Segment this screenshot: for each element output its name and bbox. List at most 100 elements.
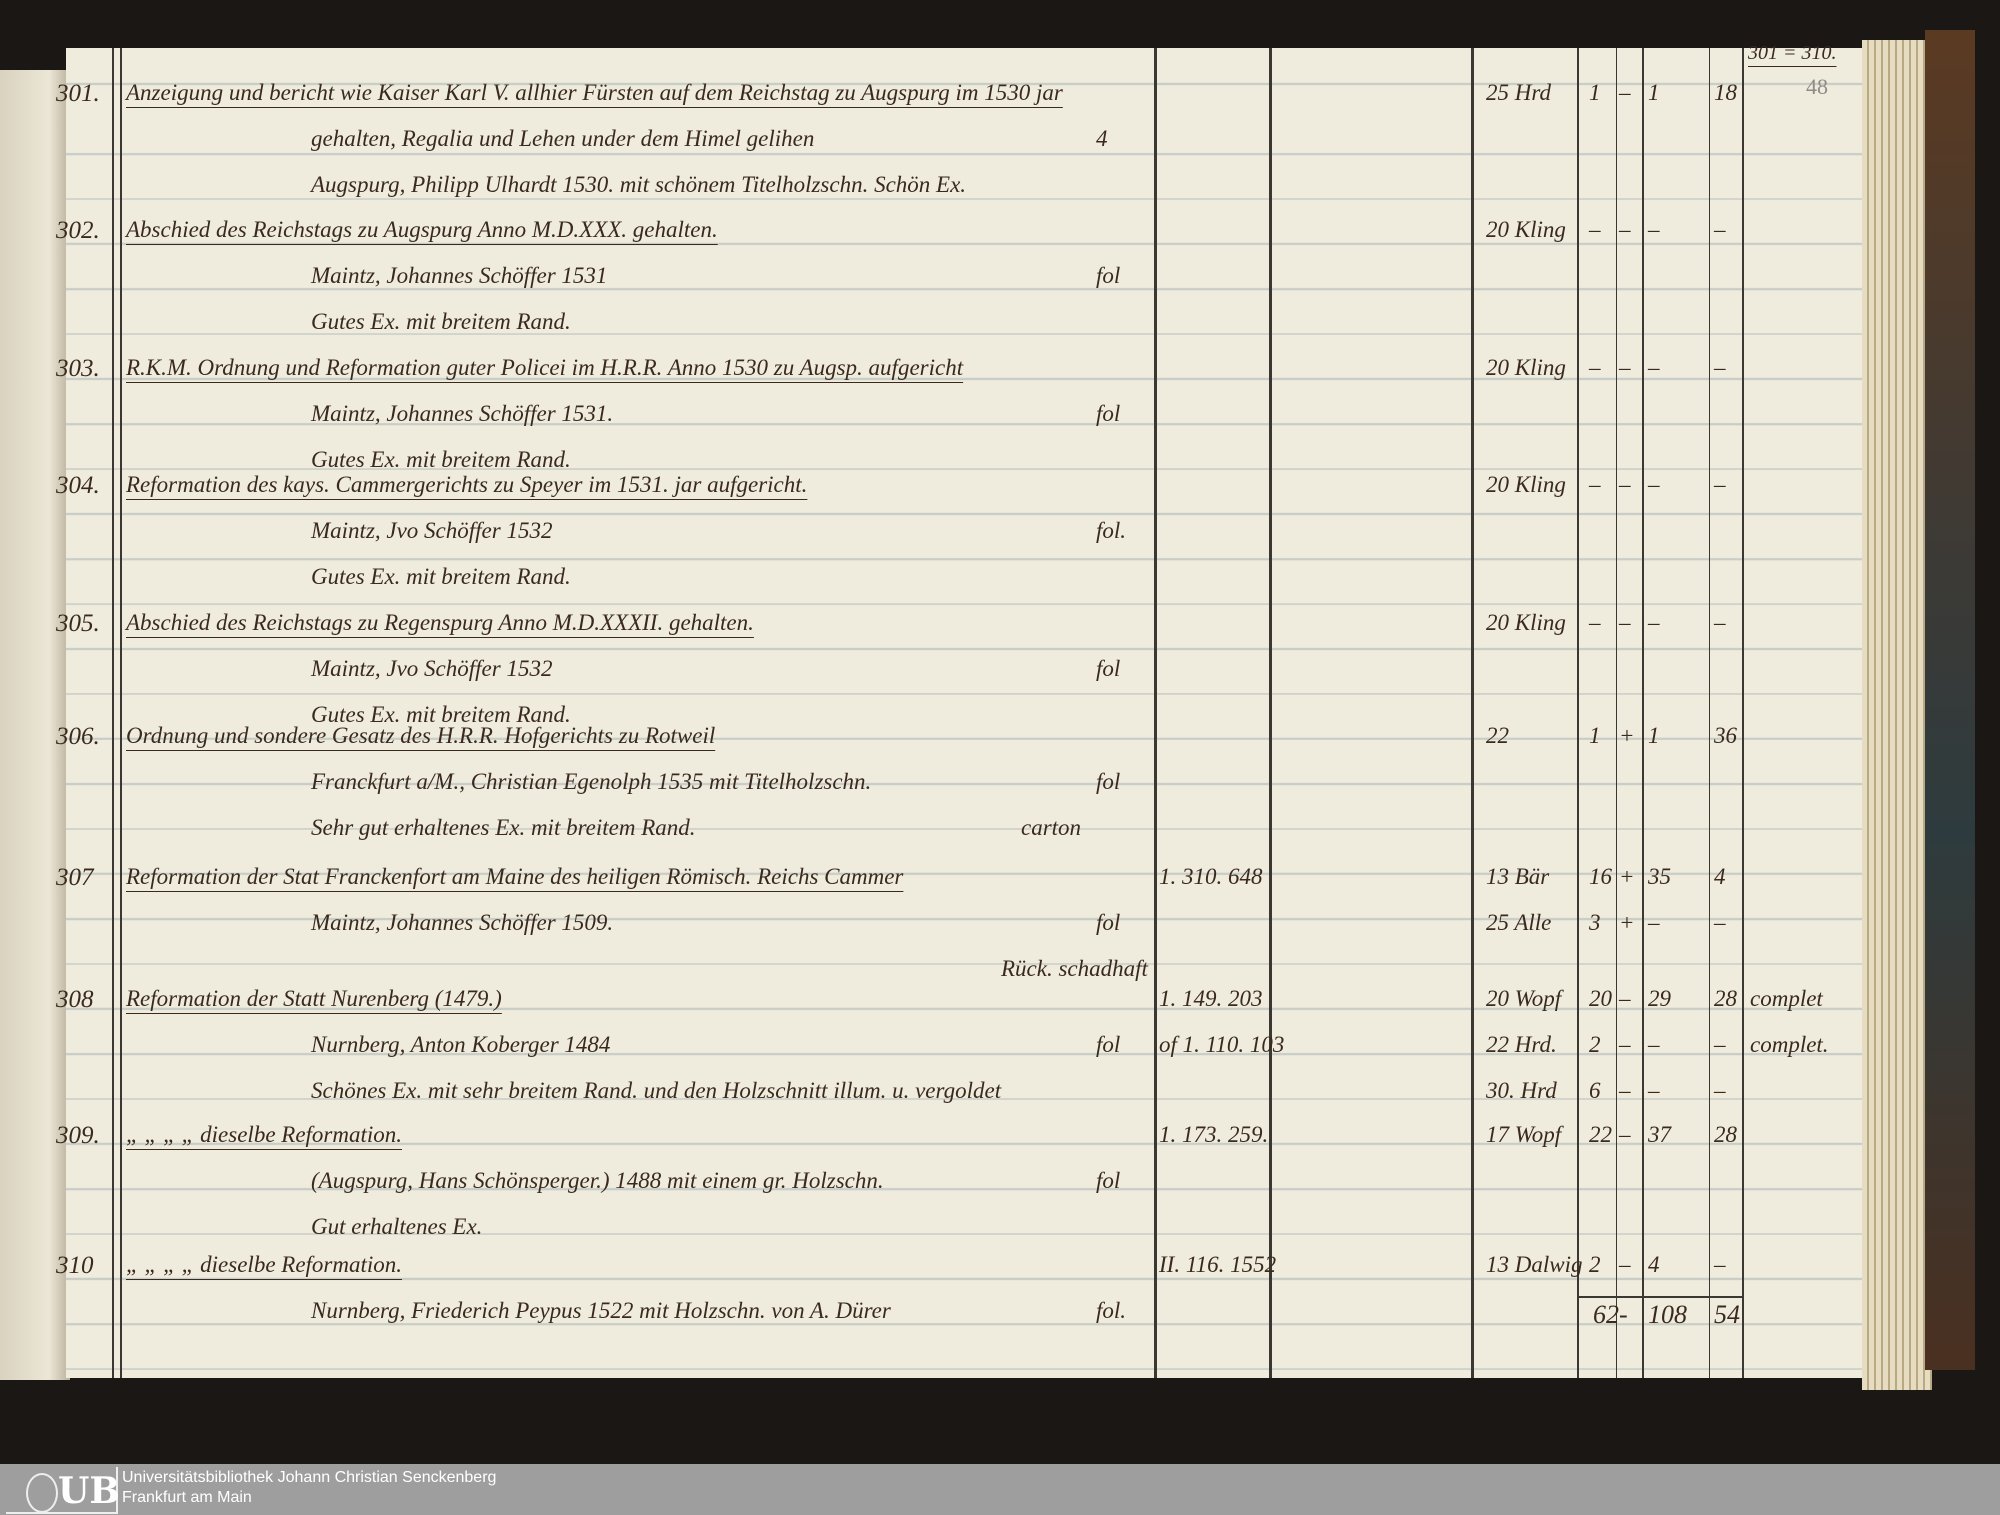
library-logo: UB <box>6 1467 120 1514</box>
provenance-cell: 20 Kling <box>1486 217 1566 242</box>
register-number: of 1. 110. 103 <box>1159 1032 1285 1057</box>
entry-number: 308 <box>56 986 94 1013</box>
count-cell: 6 <box>1589 1078 1601 1103</box>
entry-title: Anzeigung und bericht wie Kaiser Karl V.… <box>126 80 1063 105</box>
column-rule <box>1642 48 1644 1378</box>
column-rule <box>1269 48 1272 1378</box>
entry-title: „ „ „ „ dieselbe Reformation. <box>126 1252 403 1277</box>
library-city: Frankfurt am Main <box>122 1489 252 1506</box>
sign-cell: – <box>1619 610 1631 635</box>
total-rule <box>1577 1296 1742 1298</box>
entry-number: 302. <box>56 217 100 244</box>
sign-cell: – <box>1619 472 1631 497</box>
library-footer: UB Universitätsbibliothek Johann Christi… <box>0 1464 2000 1515</box>
entry-detail: Gut erhaltenes Ex. <box>311 1214 483 1239</box>
provenance-cell: 25 Alle <box>1486 910 1552 935</box>
entry-number: 304. <box>56 472 100 499</box>
entry-title: „ „ „ „ dieselbe Reformation. <box>126 1122 403 1147</box>
condition-note: carton <box>1021 815 1082 840</box>
provenance-cell: 22 Hrd. <box>1486 1032 1557 1057</box>
entry-detail: Nurnberg, Anton Koberger 1484 <box>311 1032 611 1057</box>
column-rule <box>120 48 122 1378</box>
entry-title: Abschied des Reichstags zu Augspurg Anno… <box>126 217 718 242</box>
entry-detail: Maintz, Jvo Schöffer 1532 <box>311 518 553 543</box>
register-number: 1. 173. 259. <box>1159 1122 1269 1147</box>
column-rule <box>1616 48 1617 1378</box>
count-cell: 16 <box>1589 864 1612 889</box>
entry-title: Reformation der Stat Franckenfort am Mai… <box>126 864 904 889</box>
status-note-cell: complet. <box>1750 1032 1829 1057</box>
value-cell: 35 <box>1648 864 1671 889</box>
entry-detail: Maintz, Johannes Schöffer 1531 <box>311 263 608 288</box>
value-minor-cell: 4 <box>1714 864 1726 889</box>
entry-range: 301 = 310. <box>1748 42 1837 64</box>
register-number: II. 116. 1552 <box>1159 1252 1277 1277</box>
column-rule <box>1577 48 1579 1378</box>
provenance-cell: 17 Wopf <box>1486 1122 1562 1147</box>
sign-cell: – <box>1619 1122 1631 1147</box>
count-cell: 22 <box>1589 1122 1612 1147</box>
provenance-cell: 20 Wopf <box>1486 986 1562 1011</box>
count-cell: 3 <box>1589 910 1601 935</box>
entry-number: 309. <box>56 1122 100 1149</box>
count-cell: 2 <box>1589 1252 1601 1277</box>
value-minor-cell: – <box>1714 472 1726 497</box>
total-cell: - <box>1619 1300 1628 1329</box>
count-cell: 1 <box>1589 80 1601 105</box>
value-minor-cell: 28 <box>1714 986 1737 1011</box>
entry-number: 310 <box>56 1252 94 1279</box>
entry-detail: Gutes Ex. mit breitem Rand. <box>311 564 571 589</box>
value-minor-cell: 18 <box>1714 80 1737 105</box>
format-note: fol <box>1096 910 1121 935</box>
value-minor-cell: 28 <box>1714 1122 1737 1147</box>
provenance-cell: 13 Bär <box>1486 864 1550 889</box>
sign-cell: – <box>1619 1032 1631 1057</box>
entry-number: 301. <box>56 80 100 107</box>
entry-number: 305. <box>56 610 100 637</box>
register-number: 1. 149. 203 <box>1159 986 1263 1011</box>
count-cell: – <box>1589 217 1601 242</box>
sign-cell: – <box>1619 986 1631 1011</box>
register-number: 1. 310. 648 <box>1159 864 1263 889</box>
count-cell: 2 <box>1589 1032 1601 1057</box>
provenance-cell: 20 Kling <box>1486 355 1566 380</box>
column-rule <box>1471 48 1474 1378</box>
column-rule <box>1154 48 1157 1378</box>
value-cell: – <box>1648 472 1660 497</box>
sign-cell: + <box>1619 910 1635 935</box>
provenance-cell: 30. Hrd <box>1486 1078 1557 1103</box>
column-rule <box>1709 48 1710 1378</box>
condition-note: Rück. schadhaft <box>1001 956 1148 981</box>
sign-cell: – <box>1619 217 1631 242</box>
page-stack-edge <box>1862 40 1932 1390</box>
entry-detail: (Augspurg, Hans Schönsperger.) 1488 mit … <box>311 1168 884 1193</box>
provenance-cell: 25 Hrd <box>1486 80 1551 105</box>
ledger-page: 301 = 310. 48 301. Anzeigung und bericht … <box>56 42 1862 1378</box>
value-minor-cell: – <box>1714 217 1726 242</box>
count-cell: – <box>1589 472 1601 497</box>
value-minor-cell: 36 <box>1714 723 1737 748</box>
column-rule <box>1742 48 1744 1378</box>
entry-title: R.K.M. Ordnung und Reformation guter Pol… <box>126 355 964 380</box>
value-cell: 1 <box>1648 80 1660 105</box>
value-minor-cell: – <box>1714 1032 1726 1057</box>
entry-title: Reformation des kays. Cammergerichts zu … <box>126 472 808 497</box>
entry-number: 307 <box>56 864 94 891</box>
count-cell: – <box>1589 610 1601 635</box>
provenance-cell: 13 Dalwig <box>1486 1252 1583 1277</box>
previous-page-edge <box>0 70 70 1380</box>
format-note: fol <box>1096 401 1121 426</box>
entry-detail: Franckfurt a/M., Christian Egenolph 1535… <box>311 769 872 794</box>
entry-detail: Maintz, Johannes Schöffer 1509. <box>311 910 614 935</box>
format-note: fol <box>1096 1168 1121 1193</box>
count-cell: 1 <box>1589 723 1601 748</box>
format-note: fol. <box>1096 518 1127 543</box>
entry-detail: Schönes Ex. mit sehr breitem Rand. und d… <box>311 1078 1002 1103</box>
entry-title: Abschied des Reichstags zu Regenspurg An… <box>126 610 754 635</box>
value-cell: – <box>1648 217 1660 242</box>
portrait-icon <box>26 1473 58 1513</box>
status-note-cell: complet <box>1750 986 1823 1011</box>
sign-cell: – <box>1619 355 1631 380</box>
column-rule <box>112 48 114 1378</box>
entry-detail: Gutes Ex. mit breitem Rand. <box>311 702 571 727</box>
